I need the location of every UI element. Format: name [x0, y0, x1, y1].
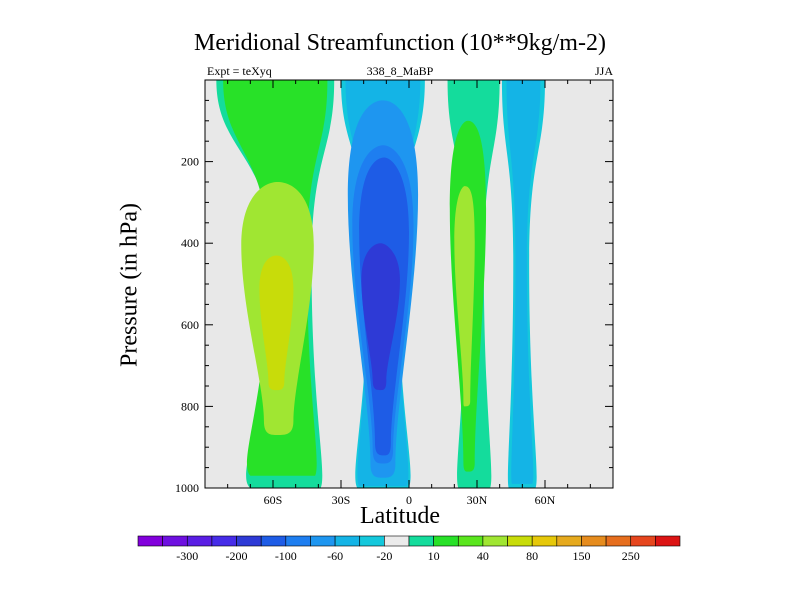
subtitle-center: 338_8_MaBP — [366, 64, 434, 78]
colorbar-label: 40 — [477, 549, 489, 563]
y-tick-label: 200 — [181, 155, 199, 169]
y-axis-label: Pressure (in hPa) — [116, 203, 143, 367]
y-tick-label: 600 — [181, 318, 199, 332]
northern-positive-cell — [447, 80, 500, 488]
x-axis-label: Latitude — [360, 503, 440, 529]
colorbar-box — [211, 535, 237, 547]
colorbar-box — [605, 535, 632, 547]
colorbar-box — [260, 535, 287, 547]
equatorial-negative-cell — [341, 80, 425, 488]
northern-negative-cell — [501, 80, 545, 488]
x-tick-label: 60S — [264, 493, 283, 507]
colorbar-box — [359, 535, 385, 547]
colorbar-box — [457, 535, 484, 547]
x-tick-label: 60N — [535, 493, 556, 507]
colorbar-label: 80 — [526, 549, 538, 563]
colorbar-box — [482, 535, 508, 547]
colorbar-box — [137, 535, 163, 547]
southern-positive-cell — [216, 80, 335, 488]
x-tick-label: 30N — [467, 493, 488, 507]
contour-fills — [216, 80, 545, 488]
colorbar-label: -100 — [275, 549, 297, 563]
colorbar-label: 10 — [428, 549, 440, 563]
colorbar-label: 150 — [572, 549, 590, 563]
colorbar-label: -20 — [376, 549, 392, 563]
northern-negative-cell-level-1 — [506, 80, 541, 484]
colorbar-box — [310, 535, 336, 547]
colorbar-box — [384, 535, 410, 547]
experiment-label: Expt = teXyq — [207, 64, 272, 78]
chart-title: Meridional Streamfunction (10**9kg/m-2) — [194, 30, 606, 56]
colorbar-box — [507, 535, 533, 547]
colorbar-box — [556, 535, 582, 547]
y-tick-label: 800 — [181, 399, 199, 413]
colorbar-box — [531, 535, 558, 547]
colorbar-box — [334, 535, 361, 547]
southern-positive-cell-level-3 — [259, 255, 294, 391]
colorbar-box — [433, 535, 459, 547]
colorbar-box — [408, 535, 434, 547]
equatorial-negative-cell-level-5 — [361, 243, 400, 391]
season-label: JJA — [594, 64, 613, 78]
colorbar-box — [236, 535, 262, 547]
colorbar-box — [581, 535, 607, 547]
colorbar-box — [186, 535, 213, 547]
colorbar: -300 -200 -100 -60 -20 10 40 80 150 250 — [137, 535, 681, 563]
colorbar-label: -200 — [226, 549, 248, 563]
y-tick-label: 400 — [181, 236, 199, 250]
x-tick-label: 30S — [332, 493, 351, 507]
axis-ticks: 60S 30S 0 30N 60N 200 400 600 800 1000 — [175, 80, 613, 507]
y-tick-label: 1000 — [175, 481, 199, 495]
colorbar-box — [162, 535, 188, 547]
colorbar-label: -300 — [176, 549, 198, 563]
x-tick-label: 0 — [406, 493, 412, 507]
colorbar-box — [630, 535, 656, 547]
northern-positive-cell-level-2 — [454, 186, 475, 407]
colorbar-label: 250 — [622, 549, 640, 563]
colorbar-box — [285, 535, 311, 547]
colorbar-label: -60 — [327, 549, 343, 563]
colorbar-box — [655, 535, 681, 547]
